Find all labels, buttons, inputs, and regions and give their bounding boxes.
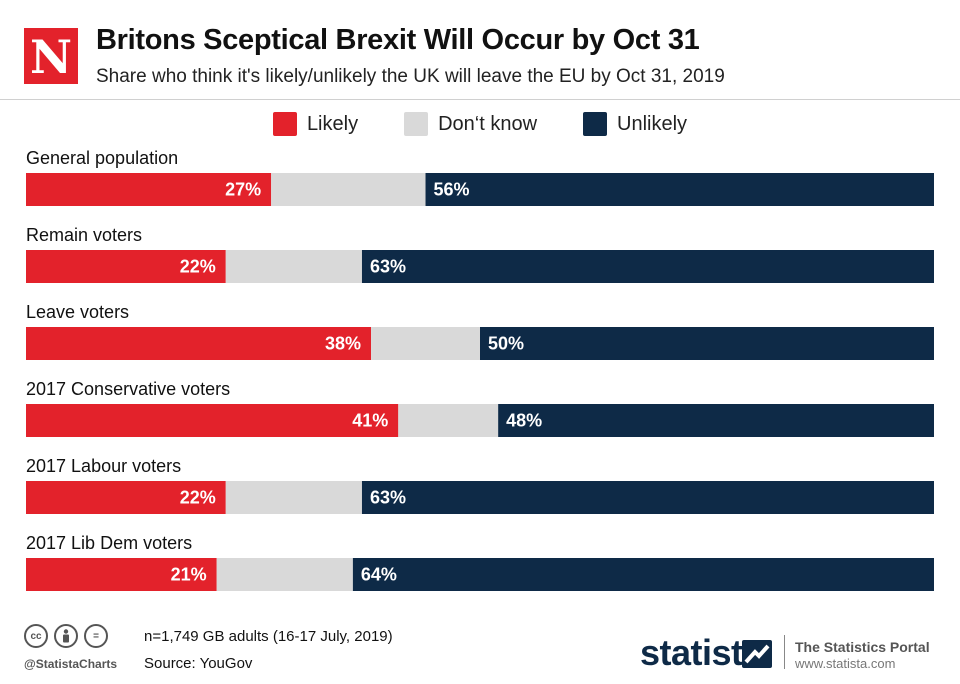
footer: cc = @StatistaCharts n=1,749 GB adults (…	[0, 615, 960, 684]
legend-label-likely: Likely	[306, 112, 359, 135]
legend-swatch-unlikely	[583, 112, 608, 136]
newsweek-logo: N	[24, 28, 78, 84]
chart-legend: Likely Don‘t know Unlikely	[0, 111, 960, 137]
data-label-likely-remain-voters: 22%	[180, 257, 216, 277]
data-label-unlikely-leave-voters: 50%	[488, 334, 524, 354]
category-label-leave-voters: Leave voters	[26, 302, 129, 322]
data-label-likely-2017-labour-voters: 22%	[180, 488, 216, 508]
portal-url[interactable]: www.statista.com	[795, 656, 896, 671]
source-note: Source: YouGov	[144, 655, 253, 672]
bar-likely-remain-voters	[26, 250, 226, 283]
category-label-2017-labour-voters: 2017 Labour voters	[26, 456, 181, 476]
bar-likely-general-population	[26, 173, 272, 206]
no-derivatives-icon: =	[84, 624, 108, 648]
bar-don-t-know-2017-lib-dem-voters	[216, 558, 353, 591]
data-label-unlikely-remain-voters: 63%	[370, 257, 406, 277]
category-label-2017-conservative-voters: 2017 Conservative voters	[26, 379, 230, 399]
bar-don-t-know-2017-conservative-voters	[398, 404, 499, 437]
category-label-general-population: General population	[26, 148, 178, 168]
logo-letter: N	[29, 30, 73, 84]
chart-subtitle: Share who think it's likely/unlikely the…	[96, 66, 725, 87]
bar-don-t-know-leave-voters	[371, 327, 480, 360]
category-label-2017-lib-dem-voters: 2017 Lib Dem voters	[26, 533, 192, 553]
portal-title: The Statistics Portal	[795, 639, 930, 655]
stacked-bar-chart: General population 27% 56% Remain voters 22%…	[26, 148, 935, 591]
license-icons: cc =	[24, 624, 108, 648]
statista-logo-icon	[742, 640, 772, 668]
legend-swatch-likely	[272, 112, 297, 136]
creative-commons-icon: cc	[24, 624, 48, 648]
legend-item-dont-know: Don‘t know	[404, 111, 537, 137]
legend-swatch-dont-know	[404, 112, 429, 136]
data-label-likely-general-population: 27%	[225, 180, 261, 200]
sample-note: n=1,749 GB adults (16-17 July, 2019)	[144, 628, 393, 645]
data-label-unlikely-2017-lib-dem-voters: 64%	[361, 565, 397, 585]
bar-unlikely-2017-conservative-voters	[498, 404, 934, 437]
legend-item-likely: Likely	[272, 111, 359, 137]
bar-likely-2017-labour-voters	[26, 481, 226, 514]
bar-likely-2017-conservative-voters	[26, 404, 399, 437]
attribution-icon	[54, 624, 78, 648]
twitter-handle[interactable]: @StatistaCharts	[24, 657, 118, 671]
person-icon	[63, 629, 69, 643]
bar-unlikely-leave-voters	[480, 327, 934, 360]
data-label-likely-leave-voters: 38%	[325, 334, 361, 354]
bar-unlikely-general-population	[425, 173, 934, 206]
bar-unlikely-2017-labour-voters	[361, 481, 935, 514]
header-divider	[0, 99, 960, 100]
data-label-likely-2017-conservative-voters: 41%	[352, 411, 388, 431]
bar-likely-leave-voters	[26, 327, 372, 360]
chart-title: Britons Sceptical Brexit Will Occur by O…	[96, 24, 700, 56]
brand-divider	[784, 635, 785, 669]
legend-label-dont-know: Don‘t know	[438, 112, 538, 135]
data-label-likely-2017-lib-dem-voters: 21%	[171, 565, 207, 585]
bar-unlikely-2017-lib-dem-voters	[352, 558, 934, 591]
legend-item-unlikely: Unlikely	[583, 111, 687, 137]
data-label-unlikely-2017-conservative-voters: 48%	[506, 411, 542, 431]
legend-label-unlikely: Unlikely	[617, 112, 688, 135]
bar-don-t-know-general-population	[271, 173, 426, 206]
data-label-unlikely-general-population: 56%	[434, 180, 470, 200]
bar-don-t-know-remain-voters	[225, 250, 362, 283]
data-label-unlikely-2017-labour-voters: 63%	[370, 488, 406, 508]
bar-don-t-know-2017-labour-voters	[225, 481, 362, 514]
bar-unlikely-remain-voters	[361, 250, 935, 283]
statista-wave-icon	[744, 644, 770, 664]
bar-likely-2017-lib-dem-voters	[26, 558, 217, 591]
category-label-remain-voters: Remain voters	[26, 225, 142, 245]
